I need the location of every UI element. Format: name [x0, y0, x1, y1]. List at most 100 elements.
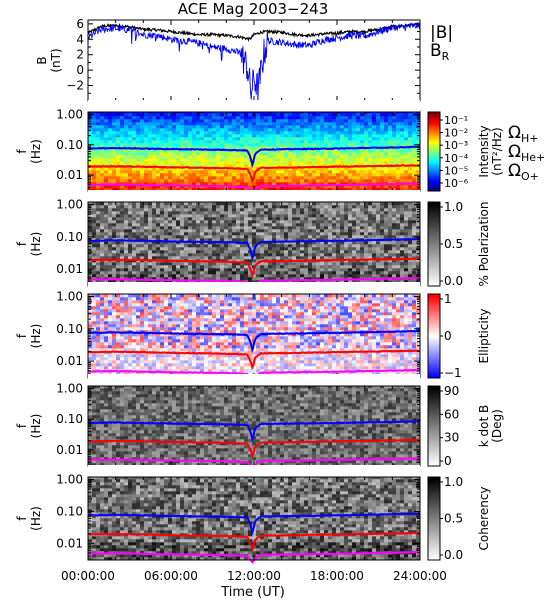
- y-tick-label: 0: [76, 63, 84, 77]
- x-tick-label: 12:00:00: [227, 569, 281, 583]
- colorbar-power_spectral_density: [428, 112, 440, 192]
- colorbar-label-line2: (Deg): [490, 409, 504, 443]
- gyro-line-h: [87, 329, 420, 354]
- y-tick-label: 1.00: [56, 290, 83, 304]
- colorbar-label: % Polarization: [477, 202, 491, 287]
- colorbar-frame: [427, 111, 441, 192]
- gyro-line-he: [87, 257, 421, 279]
- y-axis-label-line1: f: [15, 149, 29, 154]
- series-line-b-total: [87, 22, 421, 42]
- x-tick-label: 18:00:00: [310, 569, 364, 583]
- y-axis-label-frequency: f (Hz): [15, 324, 43, 349]
- series-line-b-radial: [87, 22, 421, 103]
- x-tick-label: 06:00:00: [144, 569, 198, 583]
- colorbar-tick-label: 1.0: [444, 475, 463, 489]
- y-axis-label-frequency: f (Hz): [15, 506, 43, 531]
- colorbar-tick-label: 10⁻⁶: [444, 177, 469, 190]
- x-axis-label: Time (UT): [220, 585, 285, 600]
- gyro-line-h: [87, 145, 421, 169]
- colorbar-label: Coherency: [477, 486, 491, 550]
- colorbar-label: Intensity (nT²/Hz): [477, 125, 504, 177]
- y-tick-label: 0.10: [56, 322, 83, 336]
- x-tick-label: 24:00:00: [393, 569, 447, 583]
- y-axis-label-line2: (Hz): [29, 324, 43, 349]
- legend-b-radial: BR: [430, 41, 450, 63]
- y-tick-label: 0.10: [56, 412, 83, 426]
- y-tick-label: 1.00: [56, 381, 83, 395]
- y-axis-label-line1: B: [35, 56, 49, 64]
- colorbar-tick-label: −1: [444, 366, 462, 380]
- y-tick-label: 0.10: [56, 230, 83, 244]
- y-axis-label-line2: (Hz): [29, 139, 43, 164]
- heatmap-top-mask: [88, 100, 420, 112]
- colorbar-tick-label: 0.5: [444, 237, 463, 251]
- colorbar-label-line2: (nT²/Hz): [490, 127, 504, 175]
- chart-title: ACE Mag 2003−243: [178, 0, 329, 18]
- colorbar-tick-label: 1: [444, 292, 452, 306]
- colorbar-tick-label: 0: [444, 454, 452, 468]
- y-axis-label-line2: (nT): [49, 48, 63, 72]
- gyro-line-h: [87, 237, 421, 262]
- colorbar-tick-label: 0.5: [444, 512, 463, 526]
- heatmap-top-mask: [88, 374, 420, 386]
- y-axis-label-line1: f: [15, 241, 29, 246]
- y-tick-label: 6: [76, 17, 84, 31]
- colorbar-tick-label: 90: [444, 384, 459, 398]
- y-axis-label-line1: f: [15, 333, 29, 338]
- y-tick-label: 0.10: [56, 504, 83, 518]
- gyro-line-he: [87, 531, 421, 553]
- colorbar-label: k dot B (Deg): [477, 405, 504, 447]
- y-axis-label-frequency: f (Hz): [15, 232, 43, 257]
- x-tick-label: 00:00:00: [61, 569, 115, 583]
- colorbar-frame: [427, 385, 441, 467]
- colorbar-label-line1: k dot B: [477, 405, 491, 447]
- y-tick-label: 0.01: [56, 536, 83, 550]
- y-axis-label-frequency: f (Hz): [15, 414, 43, 439]
- y-axis-label-line2: (Hz): [29, 232, 43, 257]
- colorbar-tick-label: 10⁻¹: [444, 114, 468, 127]
- y-tick-label: 0.01: [56, 354, 83, 368]
- gyro-line-he: [87, 164, 421, 184]
- y-tick-label: 0.01: [56, 262, 83, 276]
- colorbar-tick-label: 10⁻³: [444, 139, 468, 152]
- y-tick-label: 1.00: [56, 107, 83, 121]
- colorbar-tick-label: 60: [444, 407, 459, 421]
- colorbar-tick-label: 30: [444, 431, 459, 445]
- colorbar-label: Ellipticity: [477, 309, 491, 364]
- colorbar-label-line1: Intensity: [477, 125, 491, 177]
- colorbar-label-line1: Ellipticity: [477, 309, 491, 364]
- colorbar-polarization: [428, 202, 440, 287]
- gyro-line-o: [87, 550, 421, 564]
- colorbar-tick-label: 0: [444, 329, 452, 343]
- y-tick-label: 2: [76, 48, 84, 62]
- heatmap-top-mask: [88, 190, 420, 202]
- heatmap-coherency: [88, 476, 421, 561]
- y-axis-label-magnetic-field: B (nT): [35, 48, 63, 72]
- colorbar-label-line1: Coherency: [477, 486, 491, 550]
- gyro-line-he: [87, 438, 421, 459]
- legend-b-total: |B|: [430, 23, 453, 43]
- colorbar-tick-label: 10⁻⁴: [444, 152, 469, 165]
- colorbar-coherency: [428, 477, 440, 561]
- heatmap-top-mask: [88, 465, 420, 477]
- colorbar-label-line1: % Polarization: [477, 202, 491, 287]
- colorbar-tick-label: 0.0: [444, 274, 463, 288]
- colorbar-tick-label: 0.0: [444, 548, 463, 562]
- y-tick-label: 0.10: [56, 138, 83, 152]
- legend-gyro-O+: ΩO+: [508, 161, 539, 183]
- colorbar-wave_normal_angle: [428, 386, 440, 467]
- heatmap-power_spectral_density: [88, 110, 421, 192]
- y-axis-label-frequency: f (Hz): [15, 139, 43, 164]
- y-axis-label-line2: (Hz): [29, 414, 43, 439]
- y-tick-label: 0.01: [56, 168, 83, 182]
- y-axis-label-line1: f: [15, 516, 29, 521]
- y-tick-label: 1.00: [56, 473, 83, 487]
- y-tick-label: 0.01: [56, 443, 83, 457]
- y-tick-label: −2: [66, 79, 84, 93]
- y-axis-label-line1: f: [15, 423, 29, 428]
- gyro-line-h: [88, 512, 421, 537]
- colorbar-tick-label: 1.0: [444, 200, 463, 214]
- gyro-line-h: [87, 420, 421, 443]
